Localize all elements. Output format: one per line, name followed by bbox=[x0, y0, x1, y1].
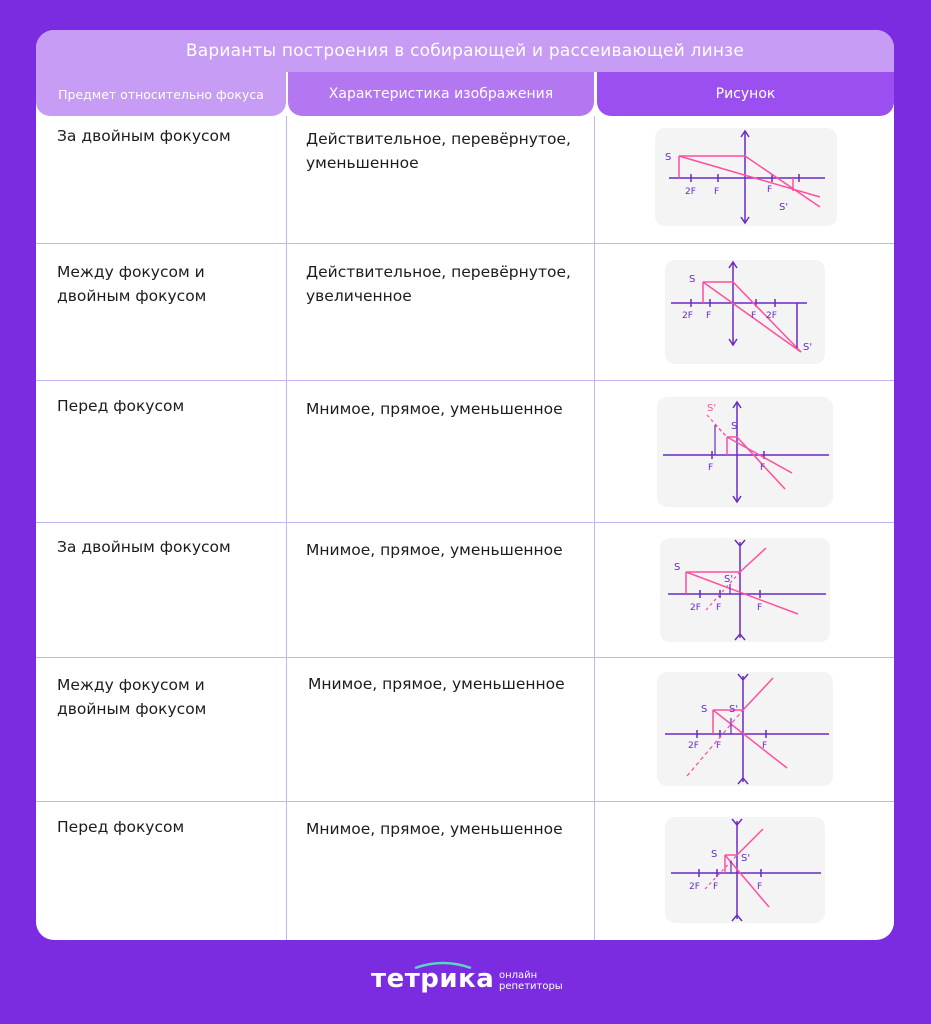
label-s-prime: S' bbox=[803, 342, 812, 353]
label-f: F bbox=[762, 741, 767, 751]
row-1-description: Действительное, перевёрнутое, уменьшенно… bbox=[306, 130, 571, 172]
label-f: F bbox=[757, 603, 762, 613]
label-s: S bbox=[674, 562, 680, 573]
row-3-position: Перед фокусом bbox=[57, 397, 185, 415]
column-divider bbox=[286, 116, 287, 940]
label-f: F bbox=[767, 185, 772, 195]
label-2f: 2F bbox=[688, 741, 699, 751]
label-f: F bbox=[708, 463, 713, 473]
row-3-figure: S' S F F bbox=[657, 397, 833, 507]
row-6-position: Перед фокусом bbox=[57, 818, 185, 836]
label-f: F bbox=[706, 311, 711, 321]
row-3-description: Мнимое, прямое, уменьшенное bbox=[306, 400, 563, 418]
label-2f: 2F bbox=[766, 311, 777, 321]
row-5-position: Между фокусом и двойным фокусом bbox=[57, 676, 207, 718]
label-2f: 2F bbox=[690, 603, 701, 613]
label-f: F bbox=[713, 882, 718, 892]
row-5-description: Мнимое, прямое, уменьшенное bbox=[308, 675, 565, 693]
label-s-prime: S' bbox=[724, 574, 733, 585]
row-1-position: За двойным фокусом bbox=[57, 127, 231, 145]
label-s: S bbox=[689, 274, 695, 285]
label-2f: 2F bbox=[689, 882, 700, 892]
label-s: S bbox=[665, 152, 671, 163]
label-s-prime: S' bbox=[741, 853, 750, 864]
brand-tagline-line1: онлайн bbox=[499, 970, 538, 981]
label-s: S bbox=[731, 421, 737, 432]
row-divider bbox=[36, 522, 894, 523]
row-divider bbox=[36, 657, 894, 658]
header-image-characteristic: Характеристика изображения bbox=[288, 72, 594, 116]
label-f: F bbox=[716, 603, 721, 613]
label-f: F bbox=[714, 187, 719, 197]
row-2-figure: S 2F F F 2F S' bbox=[665, 260, 825, 364]
column-divider bbox=[594, 116, 595, 940]
header-figure: Рисунок bbox=[597, 72, 894, 116]
row-1-figure: S 2F F F S' bbox=[655, 128, 837, 226]
label-s-prime: S' bbox=[707, 403, 716, 414]
label-f: F bbox=[757, 882, 762, 892]
row-4-figure: S S' 2F F F bbox=[660, 538, 830, 642]
label-s-prime: S' bbox=[779, 202, 788, 213]
row-4-description: Мнимое, прямое, уменьшенное bbox=[306, 541, 563, 559]
brand-tagline-line2: репетиторы bbox=[499, 981, 563, 992]
logo-arc-icon bbox=[414, 961, 472, 970]
row-6-figure: S S' 2F F F bbox=[665, 817, 825, 923]
row-4-position: За двойным фокусом bbox=[57, 538, 231, 556]
lens-table-card: Варианты построения в собирающей и рассе… bbox=[36, 30, 894, 940]
row-divider bbox=[36, 243, 894, 244]
label-s: S bbox=[711, 849, 717, 860]
row-2-position: Между фокусом и двойным фокусом bbox=[57, 263, 207, 305]
row-5-figure: S S' 2F F F bbox=[657, 672, 833, 786]
label-2f: 2F bbox=[685, 187, 696, 197]
table-title: Варианты построения в собирающей и рассе… bbox=[36, 30, 894, 72]
label-s: S bbox=[701, 704, 707, 715]
label-f: F bbox=[751, 311, 756, 321]
label-f: F bbox=[716, 741, 721, 751]
label-s-prime: S' bbox=[729, 704, 738, 715]
label-f: F bbox=[760, 463, 765, 473]
row-6-description: Мнимое, прямое, уменьшенное bbox=[306, 820, 563, 838]
label-2f: 2F bbox=[682, 311, 693, 321]
row-divider bbox=[36, 801, 894, 802]
brand-logo: тетрика онлайн репетиторы bbox=[371, 961, 571, 1002]
row-2-description: Действительное, перевёрнутое, увеличенно… bbox=[306, 263, 571, 305]
brand-tagline: онлайн репетиторы bbox=[499, 970, 563, 992]
row-divider bbox=[36, 380, 894, 381]
brand-name: тетрика bbox=[371, 964, 495, 994]
header-object-position: Предмет относительно фокуса bbox=[36, 72, 286, 116]
